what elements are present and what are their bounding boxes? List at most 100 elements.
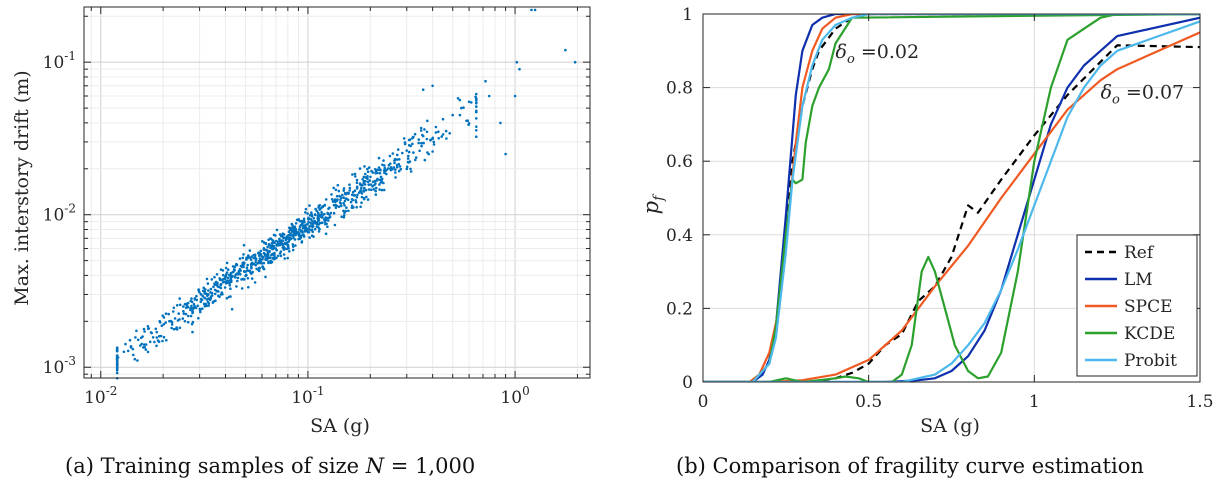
data-point: [268, 256, 272, 260]
data-point: [419, 126, 423, 130]
data-point: [401, 151, 404, 155]
data-point: [306, 230, 310, 234]
data-point: [275, 243, 279, 246]
data-point: [431, 84, 434, 88]
data-point: [293, 225, 297, 228]
data-point: [381, 163, 384, 167]
data-point: [366, 198, 370, 201]
data-point: [405, 167, 409, 171]
data-point: [249, 258, 253, 261]
data-point: [200, 298, 204, 302]
data-point: [308, 204, 311, 207]
data-point: [298, 237, 302, 241]
data-point: [431, 137, 434, 141]
data-point: [515, 60, 519, 64]
data-point: [329, 211, 333, 215]
data-point: [164, 321, 167, 324]
data-point: [323, 220, 327, 223]
data-point: [425, 137, 429, 141]
data-point: [190, 322, 194, 326]
data-point: [178, 303, 182, 307]
data-point: [372, 188, 376, 191]
data-point: [384, 169, 387, 173]
data-point: [342, 187, 346, 190]
y-tick-label: 0: [682, 373, 693, 393]
data-point: [332, 186, 336, 190]
data-point: [269, 237, 272, 240]
data-point: [370, 188, 373, 192]
data-point: [251, 270, 254, 274]
data-point: [380, 177, 384, 181]
data-point: [136, 359, 139, 362]
data-point: [367, 188, 371, 191]
data-point: [173, 317, 177, 320]
data-point: [288, 250, 291, 253]
data-point: [444, 129, 448, 133]
data-point: [249, 262, 253, 266]
data-point: [398, 158, 401, 161]
data-point: [300, 234, 303, 237]
data-point: [250, 255, 254, 258]
data-point: [286, 241, 289, 244]
data-point: [409, 144, 413, 148]
data-point: [246, 277, 250, 280]
data-point: [396, 158, 399, 161]
data-point: [417, 141, 421, 145]
data-point: [320, 210, 323, 214]
data-point: [335, 194, 339, 198]
data-point: [355, 178, 359, 182]
data-point: [284, 247, 287, 250]
data-point: [242, 243, 246, 247]
data-point: [307, 220, 310, 224]
data-point: [394, 168, 397, 171]
data-point: [245, 258, 248, 261]
data-point: [235, 285, 238, 288]
data-point: [317, 230, 321, 233]
data-point: [396, 148, 400, 151]
data-point: [399, 167, 403, 171]
data-point: [405, 149, 409, 152]
data-point: [475, 102, 478, 105]
data-point: [321, 221, 324, 225]
data-point: [355, 181, 359, 184]
y-tick-label: 0.4: [666, 226, 693, 246]
data-point: [294, 229, 298, 232]
data-point: [205, 292, 208, 296]
data-point: [307, 216, 310, 220]
data-point: [217, 290, 220, 293]
data-point: [172, 327, 176, 331]
data-point: [364, 188, 368, 192]
annotation-label: δo =0.02: [836, 41, 920, 67]
data-point: [209, 297, 213, 300]
data-point: [373, 168, 377, 171]
data-point: [217, 285, 221, 289]
data-point: [374, 189, 378, 193]
legend-label-kcde: KCDE: [1124, 324, 1175, 344]
data-point: [199, 310, 202, 314]
data-point: [337, 189, 341, 193]
data-point: [379, 175, 383, 179]
data-point: [238, 257, 242, 260]
data-point: [209, 287, 213, 291]
data-point: [162, 316, 166, 319]
data-point: [343, 211, 346, 215]
data-point: [362, 196, 366, 200]
data-point: [406, 160, 410, 164]
data-point: [395, 163, 399, 167]
data-point: [202, 286, 205, 290]
data-point: [371, 180, 375, 184]
data-point: [242, 270, 246, 273]
data-point: [225, 296, 229, 300]
data-point: [239, 273, 242, 276]
data-point: [393, 159, 396, 162]
data-point: [339, 196, 343, 199]
series-line-probit: [703, 14, 1200, 382]
data-point: [198, 308, 202, 312]
data-point: [270, 241, 274, 245]
data-point: [413, 132, 417, 136]
data-point: [210, 278, 214, 281]
data-point: [344, 209, 348, 213]
data-point: [220, 291, 224, 294]
data-point: [353, 172, 357, 176]
data-point: [318, 204, 322, 207]
